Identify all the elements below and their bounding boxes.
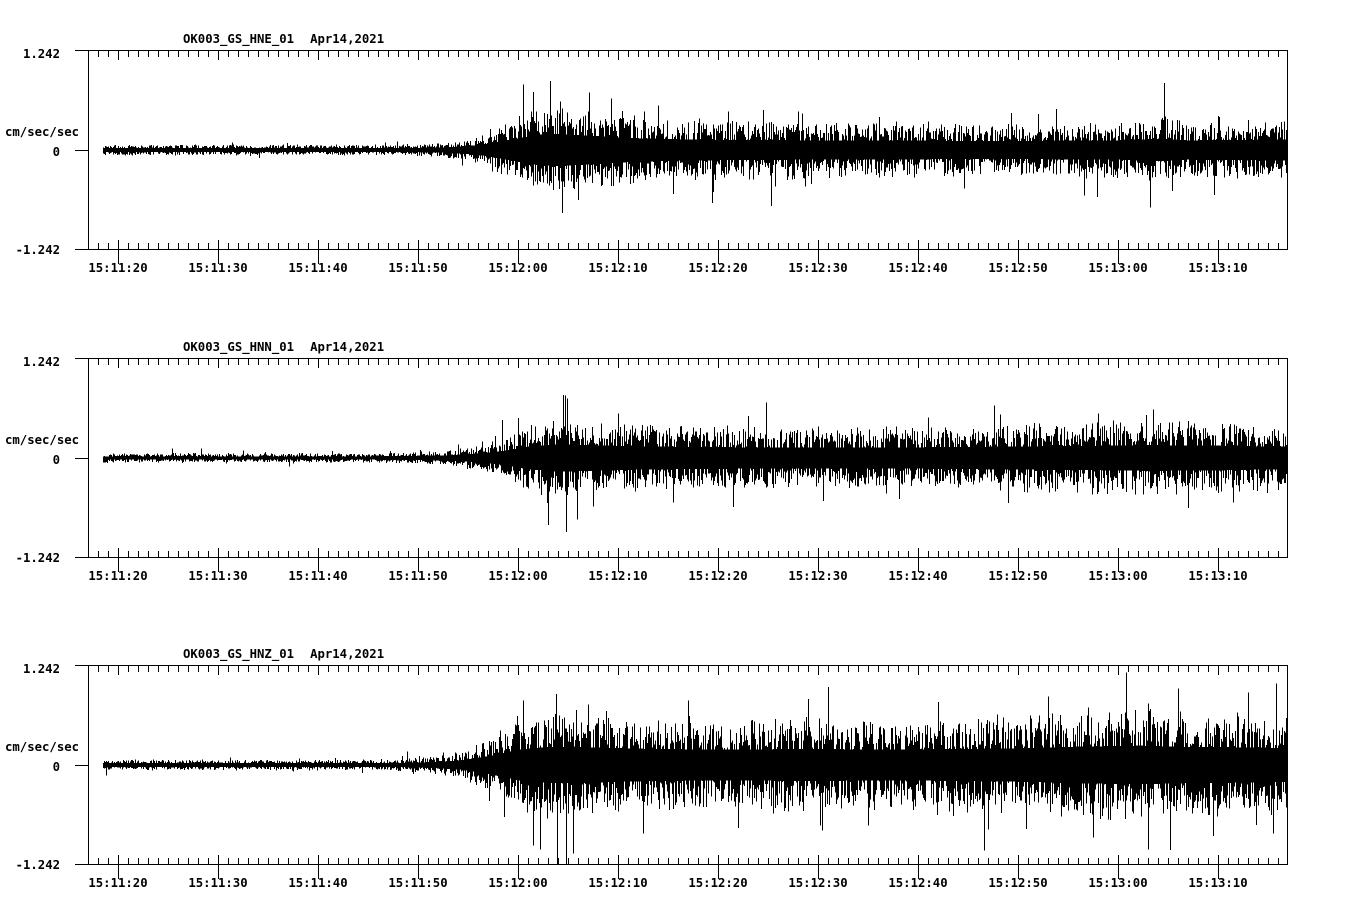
x-tick-label: 15:12:00 [488,876,548,890]
x-tick-label: 15:11:50 [388,876,448,890]
x-tick-label: 15:13:00 [1088,569,1148,583]
x-tick-label: 15:12:40 [888,261,948,275]
plot-title: OK003_GS_HNZ_01 Apr14,2021 [183,647,384,661]
y-axis-zero-label: 0 [52,760,60,774]
waveform-trace [103,80,1288,213]
x-tick-label: 15:11:40 [288,876,348,890]
x-tick-label: 15:12:30 [788,876,848,890]
y-axis-units-label: cm/sec/sec [5,125,80,139]
x-tick-label: 15:12:00 [488,261,548,275]
x-tick-label: 15:13:10 [1188,569,1248,583]
x-tick-label: 15:11:20 [88,876,148,890]
x-tick-label: 15:12:40 [888,876,948,890]
date-label: Apr14,2021 [310,647,385,661]
y-axis-units-label: cm/sec/sec [5,740,80,754]
x-tick-label: 15:11:40 [288,261,348,275]
x-tick-label: 15:12:50 [988,569,1048,583]
x-tick-label: 15:12:40 [888,569,948,583]
y-axis-min-label: -1.242 [15,858,60,872]
x-axis-labels: 15:11:20 15:11:30 15:11:40 15:11:50 15:12:00… [0,876,1358,894]
y-axis-max-label: 1.242 [22,662,60,676]
x-tick-label: 15:12:20 [688,876,748,890]
waveform-canvas-hnn [75,358,1288,572]
x-tick-label: 15:13:10 [1188,261,1248,275]
x-tick-label: 15:11:50 [388,569,448,583]
seismogram-plot-hnn: OK003_GS_HNN_01 Apr14,2021 1.242 cm/sec/s… [0,308,1358,608]
x-tick-label: 15:11:30 [188,261,248,275]
waveform-trace [103,672,1288,865]
seismogram-plot-hne: OK003_GS_HNE_01 Apr14,2021 1.242 cm/sec/s… [0,0,1358,300]
x-tick-label: 15:13:00 [1088,261,1148,275]
x-tick-label: 15:11:20 [88,261,148,275]
x-tick-label: 15:12:00 [488,569,548,583]
x-tick-label: 15:12:50 [988,876,1048,890]
plot-title: OK003_GS_HNE_01 Apr14,2021 [183,32,384,46]
x-tick-label: 15:12:50 [988,261,1048,275]
station-channel-label: OK003_GS_HNE_01 [183,32,295,46]
plot-frame [75,665,1288,879]
x-tick-label: 15:12:30 [788,569,848,583]
y-axis-max-label: 1.242 [22,355,60,369]
x-tick-label: 15:12:10 [588,876,648,890]
y-axis-units-label: cm/sec/sec [5,433,80,447]
x-tick-label: 15:11:30 [188,876,248,890]
plot-title: OK003_GS_HNN_01 Apr14,2021 [183,340,384,354]
station-channel-label: OK003_GS_HNZ_01 [183,647,295,661]
x-tick-label: 15:11:50 [388,261,448,275]
x-axis-labels: 15:11:20 15:11:30 15:11:40 15:11:50 15:12:00… [0,261,1358,279]
x-tick-label: 15:12:20 [688,569,748,583]
y-axis-min-label: -1.242 [15,551,60,565]
x-tick-label: 15:12:30 [788,261,848,275]
x-tick-label: 15:13:10 [1188,876,1248,890]
x-tick-label: 15:12:20 [688,261,748,275]
y-axis-max-label: 1.242 [22,47,60,61]
x-axis-labels: 15:11:20 15:11:30 15:11:40 15:11:50 15:12:00… [0,569,1358,587]
x-tick-label: 15:11:30 [188,569,248,583]
date-label: Apr14,2021 [310,340,385,354]
station-channel-label: OK003_GS_HNN_01 [183,340,295,354]
plot-frame [75,358,1288,572]
y-axis-min-label: -1.242 [15,243,60,257]
x-tick-label: 15:12:10 [588,261,648,275]
x-tick-label: 15:13:00 [1088,876,1148,890]
plot-frame [75,50,1288,264]
x-tick-label: 15:11:20 [88,569,148,583]
waveform-trace [103,395,1288,533]
seismogram-plot-hnz: OK003_GS_HNZ_01 Apr14,2021 1.242 cm/sec/s… [0,615,1358,915]
waveform-canvas-hnz [75,665,1288,879]
date-label: Apr14,2021 [310,32,385,46]
waveform-canvas-hne [75,50,1288,264]
y-axis-zero-label: 0 [52,453,60,467]
x-tick-label: 15:12:10 [588,569,648,583]
y-axis-zero-label: 0 [52,145,60,159]
x-tick-label: 15:11:40 [288,569,348,583]
